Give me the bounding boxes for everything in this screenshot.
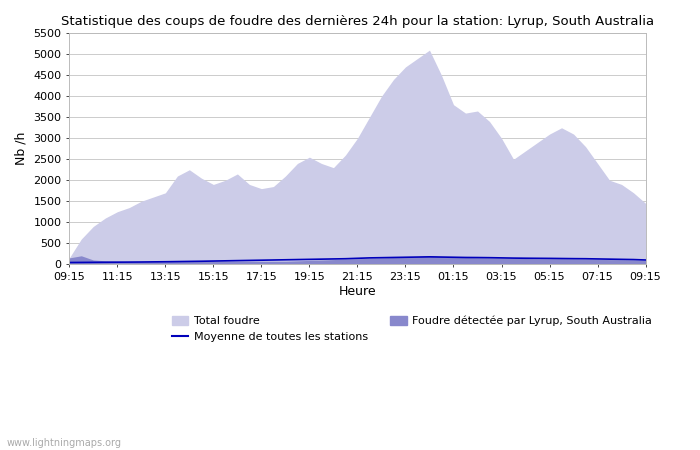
Legend: Total foudre, Moyenne de toutes les stations, Foudre détectée par Lyrup, South A: Total foudre, Moyenne de toutes les stat… <box>167 311 657 346</box>
Text: www.lightningmaps.org: www.lightningmaps.org <box>7 438 122 448</box>
Title: Statistique des coups de foudre des dernières 24h pour la station: Lyrup, South : Statistique des coups de foudre des dern… <box>61 15 654 28</box>
X-axis label: Heure: Heure <box>339 284 377 297</box>
Y-axis label: Nb /h: Nb /h <box>15 132 28 166</box>
